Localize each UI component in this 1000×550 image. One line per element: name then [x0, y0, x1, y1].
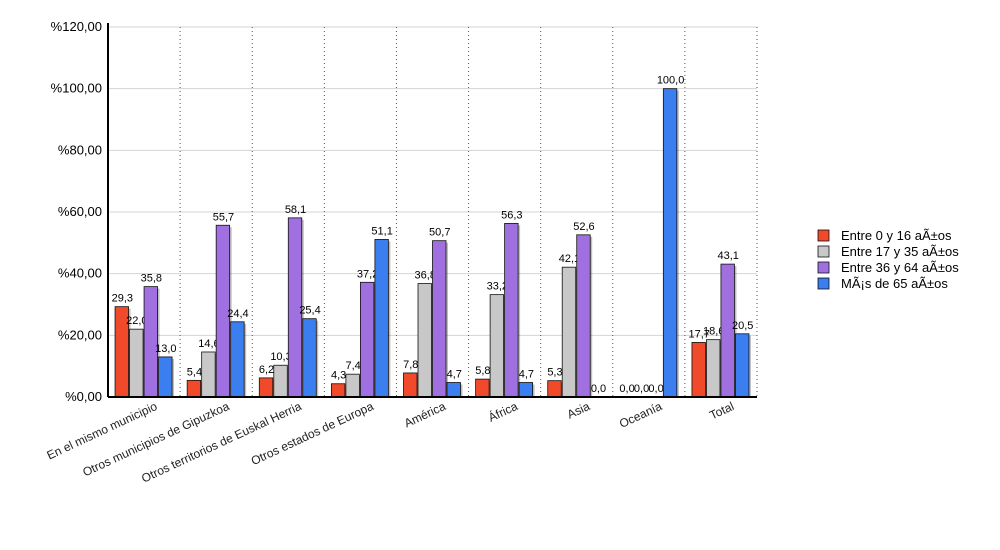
data-label: 7,8 — [403, 359, 418, 371]
data-label: 20,5 — [732, 320, 753, 332]
y-tick-label: %20,00 — [58, 327, 102, 342]
data-label: 4,3 — [331, 370, 346, 382]
bar — [446, 382, 461, 398]
data-label: 13,0 — [155, 343, 176, 355]
data-label: 100,0 — [657, 75, 685, 87]
data-label: 5,3 — [547, 367, 562, 379]
y-tick-label: %100,00 — [51, 81, 102, 96]
data-label: 33,2 — [487, 281, 508, 293]
bar — [432, 240, 447, 398]
data-label: 4,7 — [519, 369, 534, 381]
bar — [302, 318, 317, 398]
data-label: 56,3 — [501, 209, 522, 221]
legend-label: Entre 36 y 64 aÃ±os — [841, 260, 959, 275]
bar — [561, 266, 577, 398]
data-label: 52,6 — [573, 221, 594, 233]
data-label: 37,2 — [357, 268, 378, 280]
bar — [475, 378, 490, 398]
data-label: 55,7 — [213, 211, 234, 223]
data-label: 14,6 — [198, 338, 219, 350]
data-label: 18,6 — [703, 326, 724, 338]
bar — [230, 321, 245, 398]
data-label: 43,1 — [717, 250, 738, 262]
bar — [258, 377, 274, 398]
data-label: 7,4 — [345, 360, 360, 372]
data-label: 5,8 — [475, 365, 490, 377]
x-tick-label: Total — [707, 399, 736, 422]
y-tick-label: %0,00 — [65, 389, 102, 404]
bar — [129, 328, 144, 398]
x-tick-label: Otros estados de Europa — [249, 399, 376, 468]
bar — [504, 223, 519, 398]
data-label: 4,7 — [447, 369, 462, 381]
data-label: 6,2 — [259, 364, 274, 376]
data-label: 17,7 — [688, 328, 709, 340]
data-label: 58,1 — [285, 204, 306, 216]
y-axis: %0,00 %20,00 %40,00 %60,00 %80,00 %100,00 %120… — [51, 19, 109, 404]
legend-swatch — [817, 245, 830, 258]
bars: 29,3 22,0 35,8 13,0 5,4 14,6 55,7 24,4 6,210,3 58… — [112, 75, 753, 398]
data-label: 50,7 — [429, 227, 450, 239]
data-label: 24,4 — [227, 308, 248, 320]
x-tick-label: Oceanía — [617, 399, 664, 431]
x-tick-label: África — [486, 398, 520, 425]
bar — [186, 379, 202, 398]
data-label: 0,0 — [648, 383, 663, 395]
bar — [403, 372, 418, 398]
bar — [158, 356, 173, 398]
bar — [576, 234, 591, 398]
data-label: 29,3 — [112, 293, 133, 305]
data-label: 0,0 — [619, 383, 634, 395]
x-tick-label: América — [402, 399, 448, 430]
data-label: 35,8 — [141, 273, 162, 285]
bar — [330, 383, 346, 398]
bar — [201, 351, 216, 398]
bar — [518, 382, 534, 398]
data-label: 42,1 — [559, 253, 580, 265]
data-label: 10,3 — [270, 351, 291, 363]
legend-label: Entre 17 y 35 aÃ±os — [841, 244, 959, 259]
bar — [359, 281, 375, 398]
data-label: 51,1 — [371, 225, 392, 237]
legend-swatch — [817, 277, 830, 290]
bar — [417, 283, 432, 398]
bar — [374, 239, 389, 398]
bar — [706, 339, 721, 398]
bar — [489, 294, 505, 398]
y-tick-label: %60,00 — [58, 204, 102, 219]
data-label: 0,0 — [634, 383, 649, 395]
legend-swatch — [817, 229, 830, 242]
x-tick-label: Asia — [565, 399, 592, 422]
bar — [735, 333, 750, 398]
data-label: 5,4 — [187, 366, 202, 378]
bar — [547, 380, 562, 398]
bar — [273, 364, 288, 398]
bar — [662, 88, 678, 398]
data-label: 22,0 — [126, 315, 147, 327]
bar — [143, 286, 158, 398]
data-label: 0,0 — [591, 383, 606, 395]
y-tick-label: %80,00 — [58, 142, 102, 157]
y-tick-label: %40,00 — [58, 266, 102, 281]
legend-swatch — [817, 261, 830, 274]
legend-label: Entre 0 y 16 aÃ±os — [841, 228, 952, 243]
legend-label: MÃ¡s de 65 aÃ±os — [841, 276, 948, 291]
bar — [345, 373, 360, 398]
data-label: 36,8 — [415, 270, 436, 282]
bar — [691, 342, 706, 398]
y-tick-label: %120,00 — [51, 19, 102, 34]
data-label: 25,4 — [299, 305, 320, 317]
